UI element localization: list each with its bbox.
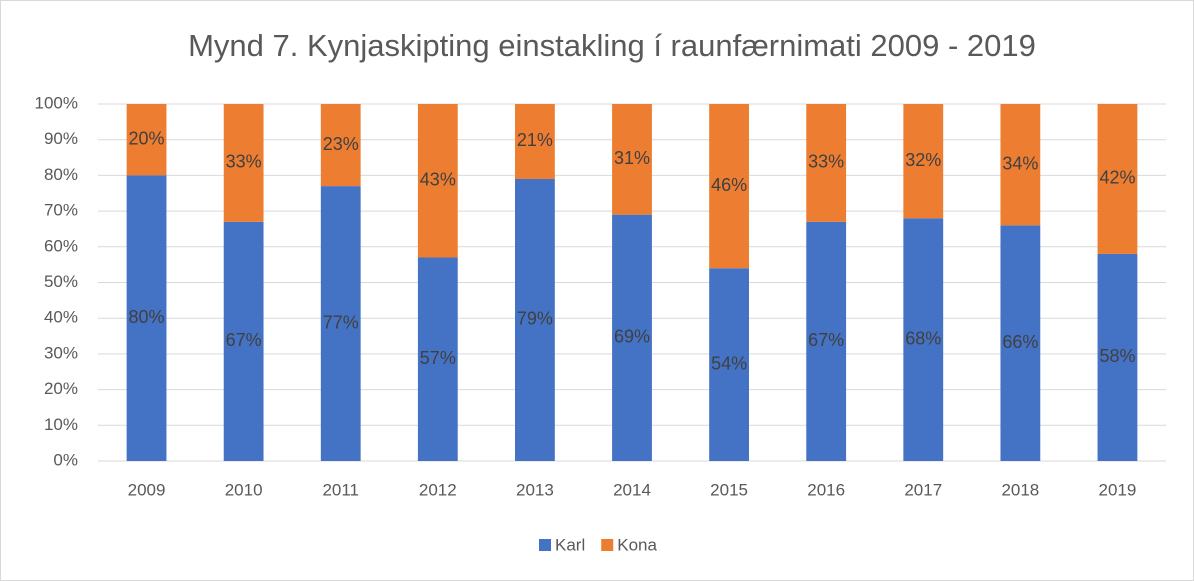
data-label: 79% [517, 309, 553, 329]
x-tick-label: 2018 [1001, 480, 1039, 499]
y-tick-label: 40% [44, 308, 78, 327]
x-tick-label: 2014 [613, 480, 651, 499]
x-tick-label: 2011 [322, 480, 359, 499]
bar-segment [1097, 253, 1138, 461]
bar-segment [903, 218, 944, 461]
legend-label: Kona [617, 535, 657, 554]
y-tick-label: 50% [44, 272, 78, 291]
y-tick-label: 90% [44, 129, 78, 148]
bar-segment [1000, 104, 1041, 226]
x-tick-label: 2019 [1099, 480, 1137, 499]
data-label: 80% [129, 307, 165, 327]
data-label: 46% [711, 175, 747, 195]
data-label: 54% [711, 353, 747, 373]
bar-segment [417, 257, 458, 461]
x-tick-label: 2010 [225, 480, 263, 499]
y-tick-label: 70% [44, 201, 78, 220]
y-tick-label: 100% [35, 93, 78, 112]
data-label: 31% [614, 148, 650, 168]
bar-segment [806, 221, 847, 461]
legend-swatch [539, 539, 551, 551]
legend-swatch [601, 539, 614, 551]
bar-segment [417, 104, 458, 258]
bar-segment [320, 186, 361, 462]
bar-segment [1000, 225, 1041, 461]
bar-segment [612, 214, 652, 461]
data-label: 77% [323, 312, 359, 332]
data-label: 69% [614, 327, 650, 347]
bar-segment [223, 221, 264, 461]
bar-segment [515, 104, 555, 179]
y-tick-label: 20% [44, 379, 78, 398]
bar-segment [126, 175, 167, 461]
data-label: 57% [420, 348, 456, 368]
data-label: 33% [808, 152, 844, 172]
data-label: 21% [517, 130, 553, 150]
data-label: 67% [808, 330, 844, 350]
data-label: 66% [1002, 332, 1038, 352]
data-label: 67% [226, 330, 262, 350]
legend-label: Karl [555, 535, 585, 554]
data-label: 43% [420, 170, 456, 190]
bar-segment [806, 104, 847, 222]
y-tick-label: 30% [44, 343, 78, 362]
y-tick-label: 10% [44, 415, 78, 434]
data-label: 20% [129, 128, 165, 148]
data-label: 23% [323, 134, 359, 154]
data-label: 68% [905, 328, 941, 348]
x-tick-label: 2009 [128, 480, 166, 499]
data-label: 33% [226, 152, 262, 172]
bar-segment [1097, 104, 1138, 254]
data-label: 34% [1002, 153, 1038, 173]
y-tick-label: 60% [44, 236, 78, 255]
bar-segment [709, 104, 749, 269]
data-label: 58% [1099, 346, 1135, 366]
y-tick-label: 80% [44, 165, 78, 184]
x-tick-label: 2015 [710, 480, 748, 499]
bar-segment [126, 104, 167, 176]
x-tick-label: 2012 [419, 480, 457, 499]
x-tick-label: 2017 [904, 480, 942, 499]
bar-segment [709, 268, 749, 461]
data-label: 42% [1099, 168, 1135, 188]
x-tick-label: 2016 [807, 480, 845, 499]
chart-title: Mynd 7. Kynjaskipting einstakling í raun… [188, 28, 1036, 63]
bar-segment [223, 104, 264, 222]
bar-segment [320, 104, 361, 187]
bar-segment [515, 178, 555, 461]
data-label: 32% [905, 150, 941, 170]
bar-segment [903, 104, 944, 219]
y-tick-label: 0% [53, 450, 78, 469]
x-tick-label: 2013 [516, 480, 554, 499]
bar-segment [612, 104, 652, 215]
